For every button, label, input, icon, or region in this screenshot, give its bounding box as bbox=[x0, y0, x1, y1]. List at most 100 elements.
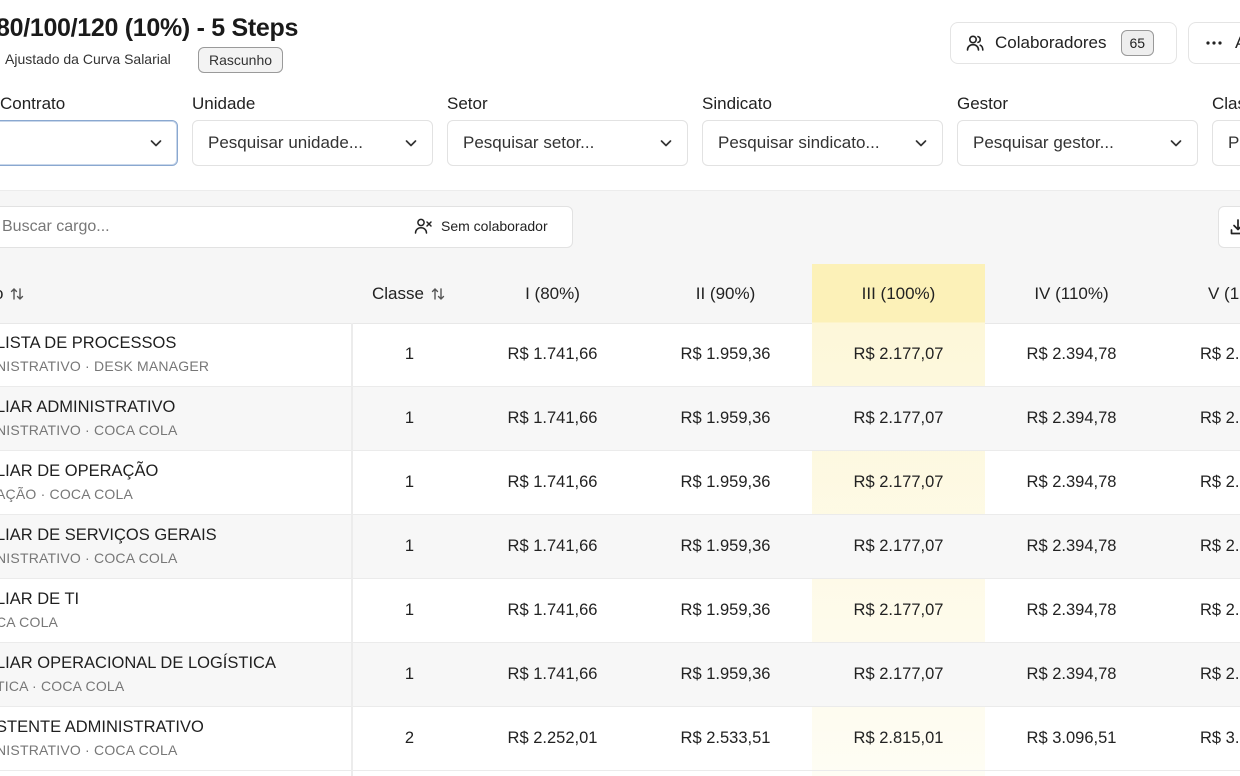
setor-select-placeholder: Pesquisar setor... bbox=[463, 133, 595, 152]
job-subtitle: TICA · COCA COLA bbox=[0, 678, 125, 694]
filter-label-sindicato: Sindicato bbox=[702, 94, 772, 113]
salary-step-4-value: R$ 2.394,78 bbox=[1026, 345, 1117, 363]
job-subtitle: NISTRATIVO · COCA COLA bbox=[0, 742, 178, 758]
salary-step-2-value: R$ 1.959,36 bbox=[680, 473, 771, 491]
more-actions-button[interactable]: A bbox=[1188, 22, 1240, 64]
classe-select[interactable]: Pe bbox=[1212, 120, 1240, 166]
table-row[interactable] bbox=[0, 579, 1240, 643]
job-title: LIAR ADMINISTRATIVO bbox=[0, 398, 176, 416]
salary-step-3-value: R$ 2.177,07 bbox=[853, 601, 944, 619]
cargo-header-label: o bbox=[0, 264, 3, 323]
collaborators-button[interactable]: Colaboradores 65 bbox=[950, 22, 1177, 64]
sindicato-select-placeholder: Pesquisar sindicato... bbox=[718, 133, 880, 152]
job-title: STENTE ADMINISTRATIVO bbox=[0, 718, 204, 736]
salary-step-5-value: R$ 2.6 bbox=[1200, 473, 1240, 491]
table-row[interactable] bbox=[0, 387, 1240, 451]
job-subtitle: NISTRATIVO · COCA COLA bbox=[0, 550, 178, 566]
column-header-step-1: I (80%) bbox=[525, 284, 580, 303]
job-subtitle: NISTRATIVO · COCA COLA bbox=[0, 422, 178, 438]
column-header-step-5: V (12 bbox=[1208, 284, 1240, 303]
search-box[interactable]: Sem colaborador bbox=[0, 206, 573, 248]
salary-step-2-value: R$ 1.959,36 bbox=[680, 665, 771, 683]
salary-step-5-value: R$ 2.6 bbox=[1200, 409, 1240, 427]
table-row[interactable] bbox=[0, 515, 1240, 579]
users-icon bbox=[965, 33, 985, 53]
download-icon bbox=[1229, 218, 1240, 236]
class-value: 1 bbox=[404, 665, 415, 683]
chevron-down-icon bbox=[404, 136, 418, 150]
unidade-select-placeholder: Pesquisar unidade... bbox=[208, 133, 363, 152]
salary-step-3-value: R$ 2.815,01 bbox=[853, 729, 944, 747]
salary-step-5-value: R$ 3.3 bbox=[1200, 729, 1240, 747]
class-value: 1 bbox=[404, 601, 415, 619]
no-collaborator-filter-button[interactable]: Sem colaborador bbox=[413, 216, 548, 236]
classe-select-placeholder: Pe bbox=[1228, 133, 1240, 152]
filter-label-gestor: Gestor bbox=[957, 94, 1009, 113]
salary-step-2-value: R$ 1.959,36 bbox=[680, 345, 771, 363]
salary-step-1-value: R$ 1.741,66 bbox=[507, 665, 598, 683]
class-value: 1 bbox=[404, 345, 415, 363]
user-x-icon bbox=[413, 216, 433, 236]
salary-step-4-value: R$ 2.394,78 bbox=[1026, 409, 1117, 427]
chevron-down-icon bbox=[914, 136, 928, 150]
filter-label-classe: Clas bbox=[1212, 94, 1240, 113]
search-input[interactable] bbox=[2, 207, 382, 247]
job-subtitle: CA COLA bbox=[0, 614, 59, 630]
column-header-cargo[interactable]: o bbox=[0, 264, 25, 323]
salary-step-5-value: R$ 2.6 bbox=[1200, 665, 1240, 683]
salary-step-4-value: R$ 2.394,78 bbox=[1026, 665, 1117, 683]
job-title: LIAR OPERACIONAL DE LOGÍSTICA bbox=[0, 654, 276, 672]
chevron-down-icon bbox=[659, 136, 673, 150]
salary-step-2-value: R$ 2.533,51 bbox=[680, 729, 771, 747]
column-header-classe[interactable]: Classe bbox=[372, 264, 446, 323]
salary-step-1-value: R$ 1.741,66 bbox=[507, 601, 598, 619]
job-title: LIAR DE OPERAÇÃO bbox=[0, 462, 159, 480]
setor-select[interactable]: Pesquisar setor... bbox=[447, 120, 688, 166]
salary-step-3-value: R$ 2.177,07 bbox=[853, 409, 944, 427]
table-row[interactable] bbox=[0, 323, 1240, 387]
column-header-step-3: III (100%) bbox=[861, 284, 936, 303]
table-row[interactable] bbox=[0, 451, 1240, 515]
column-header-step-2: II (90%) bbox=[695, 284, 756, 303]
salary-step-3-value: R$ 2.177,07 bbox=[853, 537, 944, 555]
status-badge: Rascunho bbox=[198, 47, 284, 73]
table-row[interactable] bbox=[0, 707, 1240, 771]
sticky-column-divider bbox=[351, 323, 353, 776]
sort-icon bbox=[9, 286, 25, 302]
job-title: LISTA DE PROCESSOS bbox=[0, 334, 177, 352]
job-subtitle: AÇÃO · COCA COLA bbox=[0, 486, 134, 502]
salary-step-3-value: R$ 2.177,07 bbox=[853, 665, 944, 683]
salary-step-5-value: R$ 2.6 bbox=[1200, 537, 1240, 555]
column-header-step-4: IV (110%) bbox=[1034, 284, 1109, 303]
page-subtitle: Ajustado da Curva Salarial bbox=[5, 51, 171, 67]
collaborators-label: Colaboradores bbox=[995, 33, 1107, 52]
table-row[interactable] bbox=[0, 643, 1240, 707]
table-header-row bbox=[0, 264, 1240, 324]
salary-step-4-value: R$ 2.394,78 bbox=[1026, 537, 1117, 555]
contrato-select[interactable] bbox=[0, 120, 178, 166]
sindicato-select[interactable]: Pesquisar sindicato... bbox=[702, 120, 943, 166]
salary-step-5-value: R$ 2.6 bbox=[1200, 601, 1240, 619]
class-value: 1 bbox=[404, 537, 415, 555]
sort-icon bbox=[430, 286, 446, 302]
filter-label-setor: Setor bbox=[447, 94, 488, 113]
job-subtitle: NISTRATIVO · DESK MANAGER bbox=[0, 358, 210, 374]
salary-step-4-value: R$ 2.394,78 bbox=[1026, 473, 1117, 491]
gestor-select[interactable]: Pesquisar gestor... bbox=[957, 120, 1198, 166]
classe-header-label: Classe bbox=[372, 284, 424, 303]
filter-label-unidade: Unidade bbox=[192, 94, 256, 113]
chevron-down-icon bbox=[149, 136, 163, 150]
salary-step-1-value: R$ 1.741,66 bbox=[507, 537, 598, 555]
more-horizontal-icon bbox=[1205, 34, 1223, 52]
unidade-select[interactable]: Pesquisar unidade... bbox=[192, 120, 433, 166]
salary-step-1-value: R$ 1.741,66 bbox=[507, 409, 598, 427]
no-collaborator-label: Sem colaborador bbox=[441, 218, 548, 234]
salary-step-4-value: R$ 2.394,78 bbox=[1026, 601, 1117, 619]
salary-step-1-value: R$ 1.741,66 bbox=[507, 473, 598, 491]
download-button[interactable] bbox=[1218, 206, 1240, 248]
salary-step-2-value: R$ 1.959,36 bbox=[680, 601, 771, 619]
class-value: 2 bbox=[404, 729, 415, 747]
salary-step-2-value: R$ 1.959,36 bbox=[680, 409, 771, 427]
gestor-select-placeholder: Pesquisar gestor... bbox=[973, 133, 1114, 152]
salary-step-3-value: R$ 2.177,07 bbox=[853, 345, 944, 363]
